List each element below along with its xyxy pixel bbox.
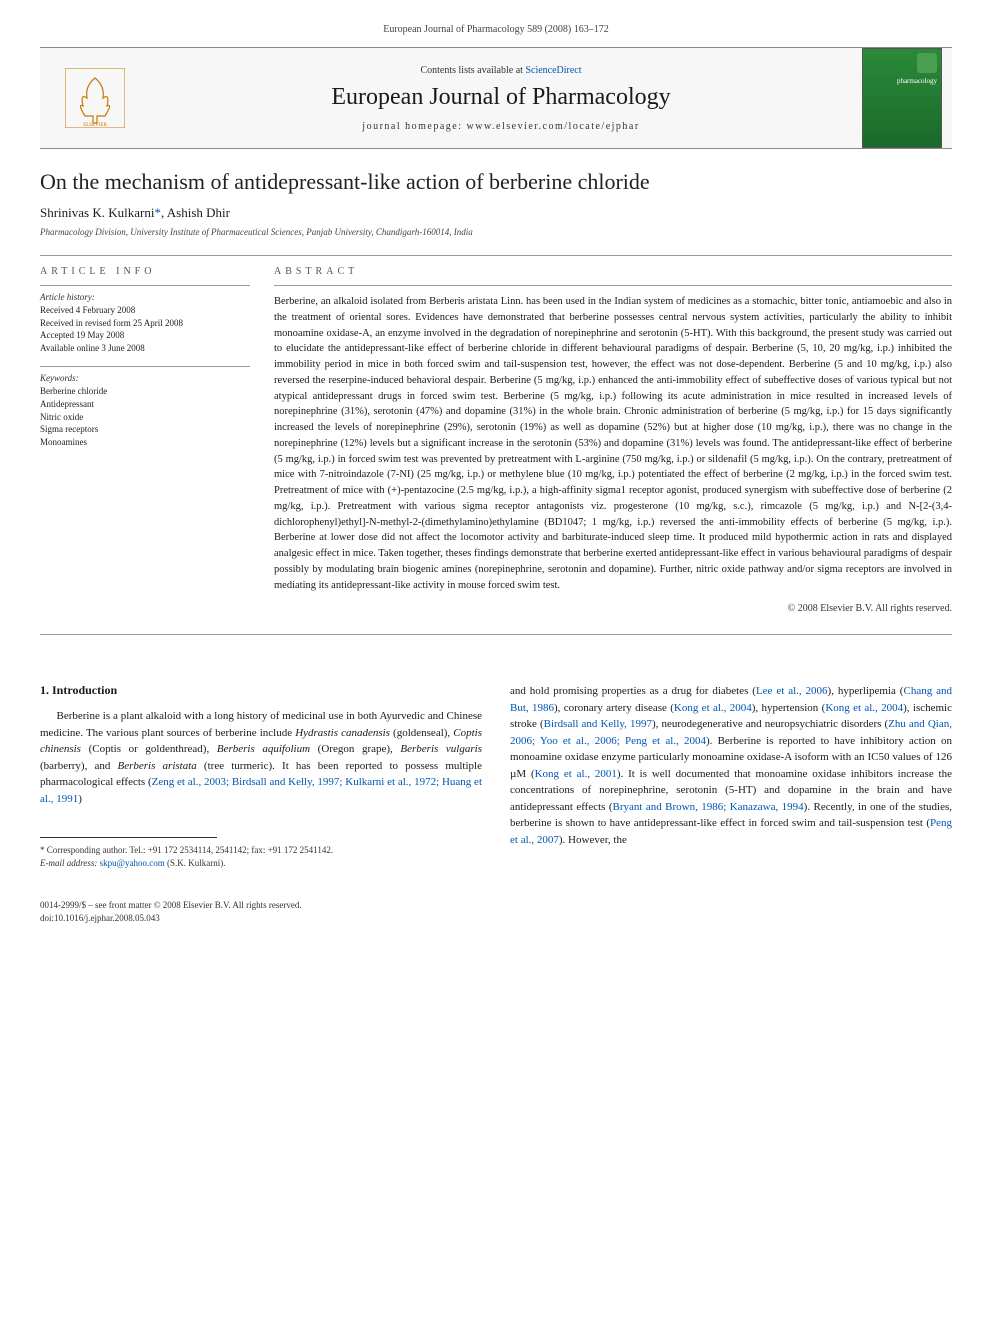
author-email-link[interactable]: skpu@yahoo.com — [100, 858, 165, 868]
article-info-column: ARTICLE INFO Article history: Received 4… — [40, 266, 250, 614]
body-col-left: 1. Introduction Berberine is a plant alk… — [40, 683, 482, 924]
history-online: Available online 3 June 2008 — [40, 342, 250, 355]
citation-link[interactable]: Kong et al., 2004 — [674, 702, 752, 714]
corresponding-footnote: * Corresponding author. Tel.: +91 172 25… — [40, 844, 482, 869]
keyword-4: Sigma receptors — [40, 423, 250, 436]
keywords-label: Keywords: — [40, 373, 250, 383]
keyword-1: Berberine chloride — [40, 385, 250, 398]
info-abstract-row: ARTICLE INFO Article history: Received 4… — [40, 266, 952, 614]
affiliation: Pharmacology Division, University Instit… — [40, 227, 952, 237]
history-accepted: Accepted 19 May 2008 — [40, 329, 250, 342]
article-title: On the mechanism of antidepressant-like … — [40, 169, 952, 195]
abstract-column: ABSTRACT Berberine, an alkaloid isolated… — [274, 266, 952, 614]
cover-label: pharmacology — [897, 77, 937, 85]
divider-bottom — [40, 634, 952, 635]
authors: Shrinivas K. Kulkarni*, Ashish Dhir — [40, 205, 952, 221]
citation-link[interactable]: Birdsall and Kelly, 1997 — [544, 718, 652, 730]
abstract-text: Berberine, an alkaloid isolated from Ber… — [274, 285, 952, 593]
journal-name: European Journal of Pharmacology — [140, 84, 862, 111]
author-2: Ashish Dhir — [167, 205, 230, 220]
section-1-heading: 1. Introduction — [40, 683, 482, 698]
publisher-logo: ELSEVIER — [50, 53, 140, 143]
footnote-text: Corresponding author. Tel.: +91 172 2534… — [45, 845, 334, 855]
homepage-line: journal homepage: www.elsevier.com/locat… — [140, 121, 862, 132]
running-citation: European Journal of Pharmacology 589 (20… — [40, 24, 952, 35]
footer-meta: 0014-2999/$ – see front matter © 2008 El… — [40, 899, 482, 924]
history-revised: Received in revised form 25 April 2008 — [40, 317, 250, 330]
footnote-rule — [40, 837, 217, 838]
homepage-prefix: journal homepage: — [362, 121, 466, 132]
keyword-2: Antidepressant — [40, 398, 250, 411]
abstract-copyright: © 2008 Elsevier B.V. All rights reserved… — [274, 603, 952, 614]
homepage-url: www.elsevier.com/locate/ejphar — [467, 121, 640, 132]
masthead: ELSEVIER Contents lists available at Sci… — [40, 47, 952, 149]
citation-link[interactable]: Lee et al., 2006 — [756, 685, 828, 697]
history-block: Article history: Received 4 February 200… — [40, 285, 250, 354]
svg-text:ELSEVIER: ELSEVIER — [83, 123, 107, 128]
cover-seal-icon — [917, 53, 937, 73]
abstract-label: ABSTRACT — [274, 266, 952, 277]
divider-top — [40, 255, 952, 256]
body-col-right: and hold promising properties as a drug … — [510, 683, 952, 924]
doi-line: doi:10.1016/j.ejphar.2008.05.043 — [40, 912, 482, 925]
intro-paragraph: Berberine is a plant alkaloid with a lon… — [40, 708, 482, 807]
author-1: Shrinivas K. Kulkarni — [40, 205, 154, 220]
article-info-label: ARTICLE INFO — [40, 266, 250, 277]
email-label: E-mail address: — [40, 858, 100, 868]
keyword-5: Monoamines — [40, 436, 250, 449]
keywords-block: Keywords: Berberine chloride Antidepress… — [40, 366, 250, 448]
issn-line: 0014-2999/$ – see front matter © 2008 El… — [40, 899, 482, 912]
body-columns: 1. Introduction Berberine is a plant alk… — [40, 683, 952, 924]
contents-prefix: Contents lists available at — [420, 65, 525, 76]
journal-cover: pharmacology — [862, 48, 942, 148]
history-label: Article history: — [40, 292, 250, 302]
masthead-center: Contents lists available at ScienceDirec… — [140, 57, 862, 140]
citation-link[interactable]: Kong et al., 2004 — [825, 702, 903, 714]
citation-link[interactable]: Kong et al., 2001 — [535, 768, 617, 780]
contents-line: Contents lists available at ScienceDirec… — [140, 65, 862, 76]
intro-paragraph-cont: and hold promising properties as a drug … — [510, 683, 952, 848]
sciencedirect-link[interactable]: ScienceDirect — [525, 65, 581, 76]
history-received: Received 4 February 2008 — [40, 304, 250, 317]
email-suffix: (S.K. Kulkarni). — [165, 858, 226, 868]
elsevier-tree-icon: ELSEVIER — [65, 68, 125, 128]
keyword-3: Nitric oxide — [40, 411, 250, 424]
citation-link[interactable]: Bryant and Brown, 1986; Kanazawa, 1994 — [613, 801, 804, 813]
